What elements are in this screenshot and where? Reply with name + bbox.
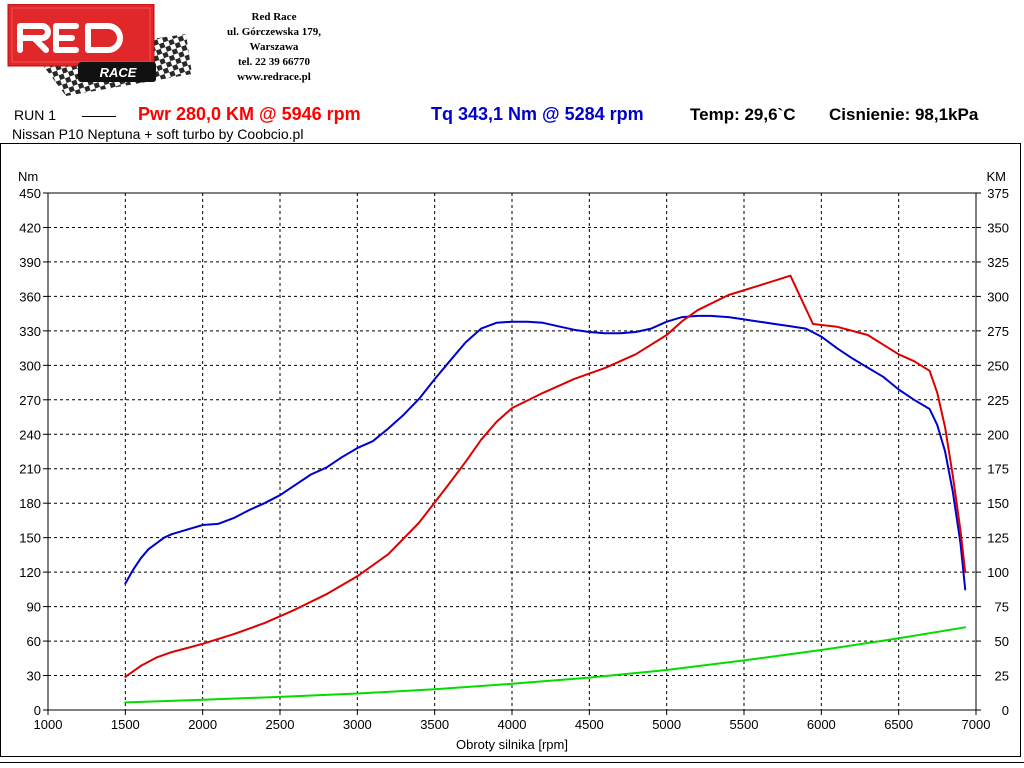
y-right-tick-label: 375 bbox=[987, 186, 1009, 201]
power-summary: Pwr 280,0 KM @ 5946 rpm bbox=[138, 104, 361, 124]
y-left-tick-label: 420 bbox=[19, 220, 41, 235]
run-label: RUN 1 bbox=[14, 107, 57, 123]
y-left-tick-label: 390 bbox=[19, 255, 41, 270]
x-tick-label: 5500 bbox=[730, 717, 759, 732]
y-left-tick-label: 90 bbox=[27, 600, 41, 615]
y-left-tick-label: 270 bbox=[19, 393, 41, 408]
y-right-tick-label: 125 bbox=[987, 531, 1009, 546]
x-tick-label: 2500 bbox=[266, 717, 295, 732]
run-line-sample bbox=[82, 116, 116, 117]
y-axis-label-left: Nm bbox=[18, 169, 38, 184]
x-tick-label: 5000 bbox=[652, 717, 681, 732]
vehicle-subtitle: Nissan P10 Neptuna + soft turbo by Coobc… bbox=[12, 126, 304, 142]
y-left-tick-label: 60 bbox=[27, 634, 41, 649]
y-right-tick-label: 50 bbox=[995, 634, 1009, 649]
red-race-logo: RACE bbox=[6, 3, 192, 100]
company-line: Warszawa bbox=[249, 41, 299, 53]
y-left-tick-label: 0 bbox=[34, 703, 41, 718]
x-tick-label: 4500 bbox=[575, 717, 604, 732]
x-axis-label: Obroty silnika [rpm] bbox=[456, 737, 568, 752]
y-left-tick-label: 330 bbox=[19, 324, 41, 339]
y-right-tick-label: 200 bbox=[987, 427, 1009, 442]
y-right-tick-label: 100 bbox=[987, 565, 1009, 580]
company-line: tel. 22 39 66770 bbox=[237, 56, 311, 68]
x-tick-label: 4000 bbox=[498, 717, 527, 732]
x-tick-label: 1000 bbox=[34, 717, 63, 732]
y-left-tick-label: 450 bbox=[19, 186, 41, 201]
y-right-tick-label: 300 bbox=[987, 289, 1009, 304]
y-right-tick-label: 175 bbox=[987, 462, 1009, 477]
bottom-rule bbox=[0, 762, 1024, 763]
pressure-readout: Cisnienie: 98,1kPa bbox=[829, 105, 979, 124]
y-right-tick-label: 325 bbox=[987, 255, 1009, 270]
x-tick-label: 6500 bbox=[884, 717, 913, 732]
series-line-third bbox=[124, 626, 967, 704]
torque-summary: Tq 343,1 Nm @ 5284 rpm bbox=[431, 104, 644, 124]
y-right-tick-label: 75 bbox=[995, 600, 1009, 615]
y-left-tick-label: 210 bbox=[19, 462, 41, 477]
y-right-tick-label: 25 bbox=[995, 669, 1009, 684]
series-line-power bbox=[124, 274, 967, 678]
x-tick-label: 6000 bbox=[807, 717, 836, 732]
company-line: www.redrace.pl bbox=[237, 71, 311, 83]
axis-ticks: 1000 1500 2000 2500 3000 3500 4000 4500 5000 5500… bbox=[19, 186, 1009, 732]
y-right-tick-label: 250 bbox=[987, 358, 1009, 373]
series-line-torque bbox=[124, 314, 967, 591]
company-line: Red Race bbox=[251, 11, 297, 23]
chart-frame bbox=[0, 143, 1021, 757]
x-tick-label: 1500 bbox=[111, 717, 140, 732]
y-right-tick-label: 350 bbox=[987, 220, 1009, 235]
y-right-tick-label: 150 bbox=[987, 496, 1009, 511]
grid-lines bbox=[48, 193, 976, 710]
y-left-tick-label: 30 bbox=[27, 669, 41, 684]
y-right-tick-label: 225 bbox=[987, 393, 1009, 408]
y-left-tick-label: 240 bbox=[19, 427, 41, 442]
y-axis-label-right: KM bbox=[987, 169, 1007, 184]
x-tick-label: 2000 bbox=[188, 717, 217, 732]
y-left-tick-label: 360 bbox=[19, 289, 41, 304]
company-info: Red Race ul. Górczewska 179, Warszawa te… bbox=[200, 10, 348, 85]
series-group bbox=[124, 274, 967, 704]
y-left-tick-label: 150 bbox=[19, 531, 41, 546]
run-summary-row: RUN 1 Pwr 280,0 KM @ 5946 rpm Tq 343,1 N… bbox=[0, 104, 1024, 128]
y-left-tick-label: 300 bbox=[19, 358, 41, 373]
x-tick-label: 3000 bbox=[343, 717, 372, 732]
svg-text:RACE: RACE bbox=[100, 65, 137, 80]
y-right-tick-label: 275 bbox=[987, 324, 1009, 339]
company-line: ul. Górczewska 179, bbox=[227, 26, 321, 38]
x-tick-label: 7000 bbox=[962, 717, 991, 732]
y-right-tick-label: 0 bbox=[1002, 703, 1009, 718]
x-tick-label: 3500 bbox=[420, 717, 449, 732]
y-left-tick-label: 180 bbox=[19, 496, 41, 511]
y-left-tick-label: 120 bbox=[19, 565, 41, 580]
temperature-readout: Temp: 29,6`C bbox=[690, 105, 796, 124]
